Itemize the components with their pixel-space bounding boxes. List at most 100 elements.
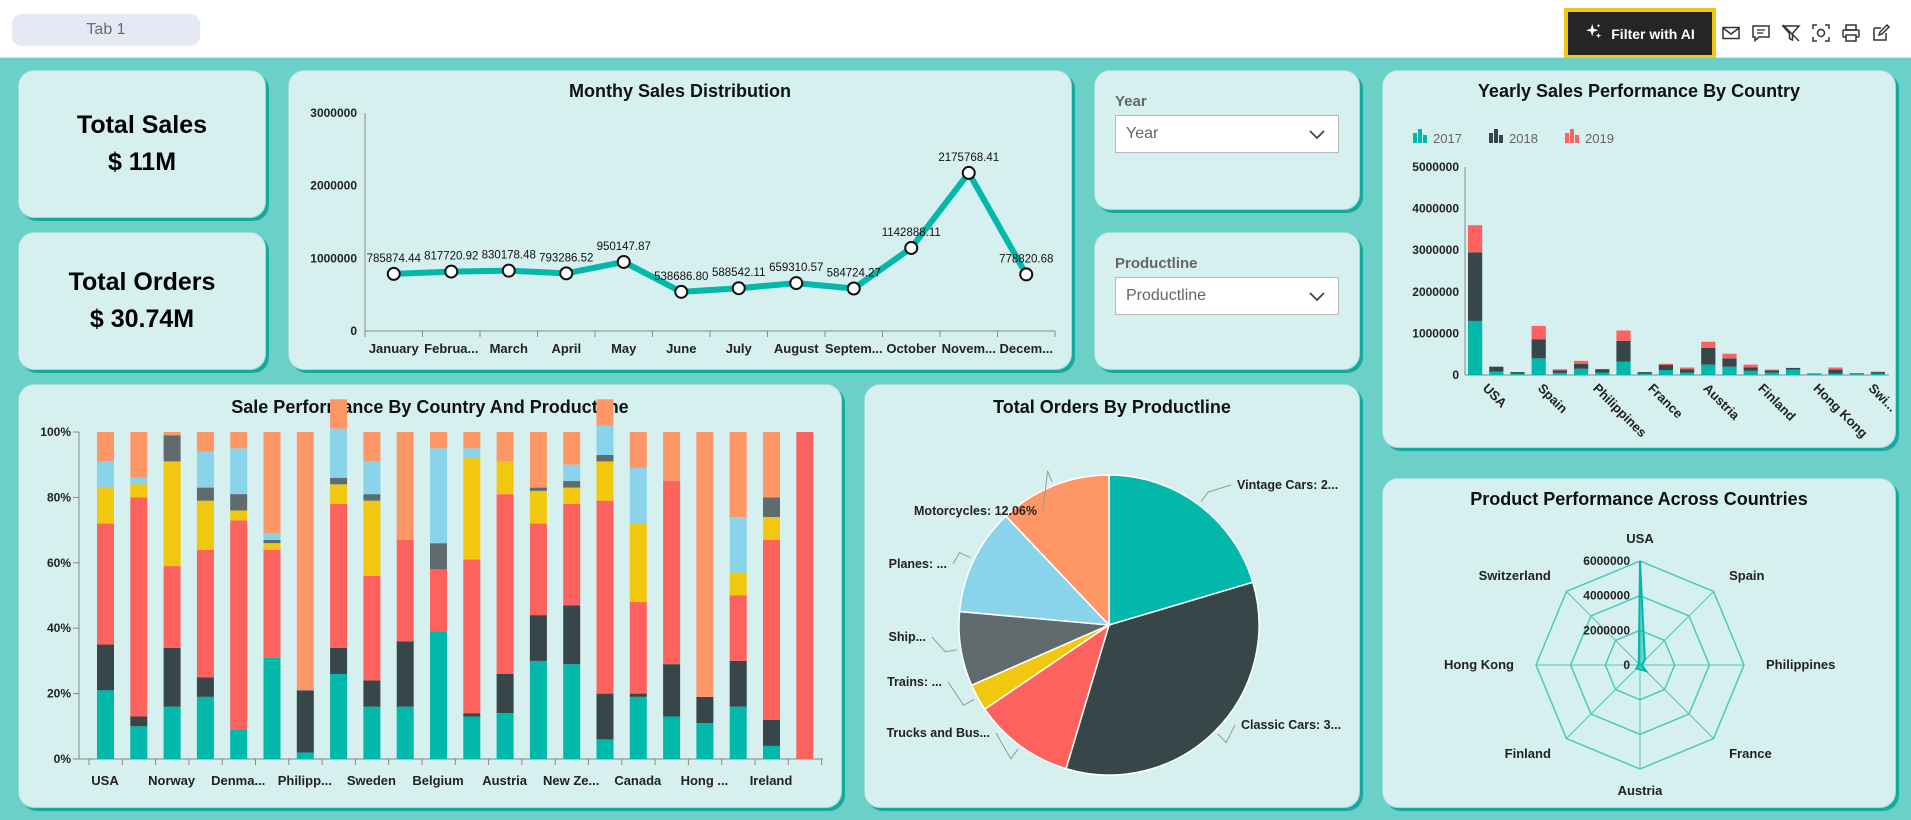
filter-with-ai-button[interactable]: Filter with AI <box>1564 8 1716 59</box>
bar-segment <box>1764 370 1779 373</box>
bar-segment <box>430 432 447 449</box>
bar-segment <box>463 716 481 759</box>
tab-1[interactable]: Tab 1 <box>12 14 200 46</box>
legend-swatch <box>1423 135 1427 143</box>
bar-segment <box>1870 373 1885 375</box>
year-dropdown[interactable]: Year <box>1115 115 1339 153</box>
bar-segment <box>1468 252 1483 321</box>
data-label: 2175768.41 <box>938 152 999 164</box>
bar-segment <box>263 657 281 759</box>
bar-segment <box>696 723 714 759</box>
bar-segment <box>463 713 481 717</box>
leader-line <box>1217 724 1236 744</box>
bar-segment <box>729 572 747 596</box>
bar-segment <box>763 517 780 540</box>
edit-icon[interactable] <box>1871 23 1893 45</box>
x-tick-label: Norway <box>148 773 196 788</box>
bar-segment <box>563 481 581 488</box>
bar-segment <box>496 494 514 674</box>
bar-segment <box>496 673 514 714</box>
focus-capture-icon[interactable] <box>1811 23 1833 45</box>
bar-segment <box>330 484 348 504</box>
bar-segment <box>529 490 547 524</box>
bar-segment <box>430 569 447 632</box>
radar-tick-label: 4000000 <box>1583 589 1630 603</box>
bar-segment <box>563 664 581 759</box>
bar-segment <box>1786 367 1801 370</box>
x-tick-label: Denma... <box>211 773 265 788</box>
bar-segment <box>763 745 780 759</box>
radar-axis-label: France <box>1729 746 1772 761</box>
total-sales-value: $ 11M <box>107 148 177 176</box>
product-performance-chart: USA Spain Philippines France Austria Finland H… <box>1444 531 1835 798</box>
legend-label: 2018 <box>1509 131 1538 146</box>
bar-segment <box>729 517 747 573</box>
legend-swatch <box>1570 129 1574 143</box>
bar-segment <box>663 481 681 665</box>
radar-spoke <box>1566 664 1641 739</box>
y-tick-label: 40% <box>47 621 71 635</box>
bar-segment <box>163 432 181 436</box>
total-orders-label: Total Orders <box>68 268 216 296</box>
data-point <box>1019 267 1034 282</box>
y-tick-label: 3000000 <box>310 106 357 120</box>
leader-line <box>995 732 1019 760</box>
radar-axis-label: Philippines <box>1766 657 1835 672</box>
monthly-sales-chart: 0 1000000 2000000 3000000 785874.44 January 81… <box>310 106 1056 356</box>
bar-segment <box>1510 372 1525 374</box>
y-tick-label: 60% <box>47 556 71 570</box>
bar-segment <box>196 677 214 697</box>
data-point <box>674 284 689 299</box>
bar-segment <box>163 461 181 567</box>
monthly-sales-title: Monthy Sales Distribution <box>568 81 791 101</box>
productline-dropdown-value: Productline <box>1126 287 1207 304</box>
total-sales-card: Total Sales $ 11M <box>18 70 266 218</box>
radar-spoke <box>1639 664 1714 739</box>
bar-segment <box>1510 373 1525 375</box>
yearly-sales-chart: 2017 2018 2019 0 1000000 2000000 3000000 400000… <box>1412 129 1897 441</box>
bar-segment <box>496 461 514 495</box>
leader-line <box>1200 484 1232 502</box>
data-point <box>386 266 401 281</box>
productline-dropdown[interactable]: Productline <box>1115 277 1339 315</box>
y-tick-label: 4000000 <box>1412 202 1459 216</box>
bar-segment <box>163 566 181 648</box>
bar-segment <box>463 559 481 714</box>
x-tick-label: Februa... <box>424 341 478 356</box>
bar-segment <box>463 432 481 449</box>
bar-segment <box>1828 369 1843 374</box>
y-tick-label: 2000000 <box>310 179 357 193</box>
data-label: 793286.52 <box>539 252 593 264</box>
comment-icon[interactable] <box>1751 23 1773 45</box>
legend-swatch <box>1499 135 1503 143</box>
print-icon[interactable] <box>1841 23 1863 45</box>
y-tick-label: 100% <box>40 425 71 439</box>
mail-icon[interactable] <box>1721 23 1743 45</box>
slice-label: Classic Cars: 3... <box>1241 718 1341 732</box>
clear-filter-icon[interactable] <box>1781 23 1803 45</box>
bar-segment <box>430 631 447 759</box>
bar-segment <box>529 615 547 661</box>
bar-segment <box>596 399 614 426</box>
bar-segment <box>363 575 381 681</box>
data-label: 659310.57 <box>769 262 823 274</box>
bar-segment <box>1552 370 1567 373</box>
bar-segment <box>1849 374 1864 375</box>
bar-segment <box>130 432 148 478</box>
sparkle-icon <box>1585 23 1603 44</box>
bar-segment <box>529 660 547 759</box>
orders-by-productline-title: Total Orders By Productline <box>993 397 1231 417</box>
bar-segment <box>1807 373 1822 375</box>
productline-slicer-card: Productline Productline <box>1094 232 1360 370</box>
data-label: 830178.48 <box>482 250 536 262</box>
radar-axis-label: Switzerland <box>1479 568 1551 583</box>
y-tick-label: 2000000 <box>1412 285 1459 299</box>
bar-segment <box>363 494 381 501</box>
x-tick-label: Sweden <box>347 773 396 788</box>
legend-swatch <box>1494 129 1498 143</box>
radar-tick-label: 0 <box>1623 658 1630 672</box>
bar-segment <box>1764 369 1779 371</box>
bar-segment <box>629 523 647 603</box>
y-tick-label: 0 <box>350 324 357 338</box>
bar-segment <box>596 425 614 455</box>
